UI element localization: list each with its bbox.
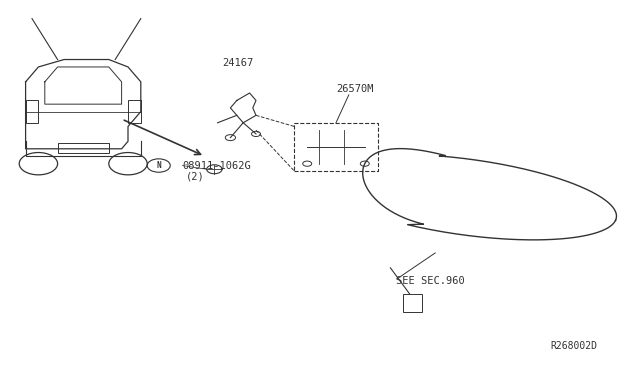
Text: (2): (2) [186,172,205,182]
Bar [26,100,38,123]
Text: 08911-1062G: 08911-1062G [182,161,251,170]
Bar [58,143,109,153]
Bar [128,100,141,123]
Text: SEE SEC.960: SEE SEC.960 [396,276,464,286]
Text: R268002D: R268002D [550,341,597,351]
Text: N: N [156,161,161,170]
Bar [403,294,422,312]
Text: 26570M: 26570M [337,84,374,94]
Text: 24167: 24167 [223,58,253,68]
